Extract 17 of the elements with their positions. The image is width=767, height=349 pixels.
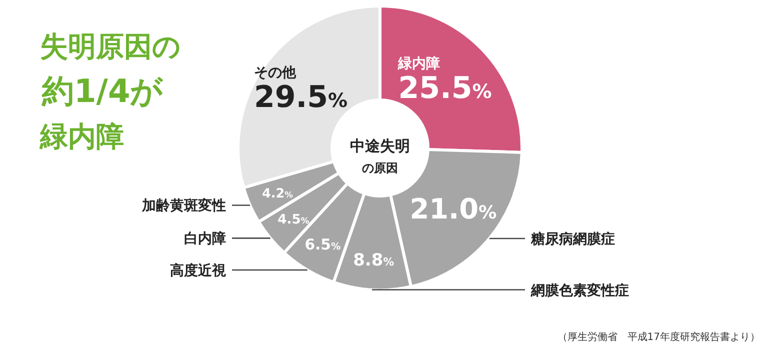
data-label: 25.5% xyxy=(398,70,492,106)
text: （厚生労働省 平成17年度研究報告書より） xyxy=(557,331,760,343)
data-label: 8.8% xyxy=(353,250,394,270)
data-label: 4.2% xyxy=(262,186,294,202)
data-label: 21.0% xyxy=(410,192,497,226)
data-label: 6.5% xyxy=(304,235,341,254)
slice-label: 白内障 xyxy=(184,230,226,248)
slice-label: 網膜色素変性症 xyxy=(530,282,629,299)
data-label: 4.5% xyxy=(278,212,310,228)
slice-label: 高度近視 xyxy=(170,262,226,279)
text: 中途失明の原因 xyxy=(350,137,410,175)
slice-label: 緑内障 xyxy=(397,54,440,72)
slice-label: 加齢黄斑変性 xyxy=(141,197,226,214)
data-label: 29.5% xyxy=(254,80,348,115)
title: 失明原因の約1/4が緑内障 xyxy=(40,30,181,153)
slice-label: 糖尿病網膜症 xyxy=(530,230,615,248)
slice-label: その他 xyxy=(254,64,298,81)
